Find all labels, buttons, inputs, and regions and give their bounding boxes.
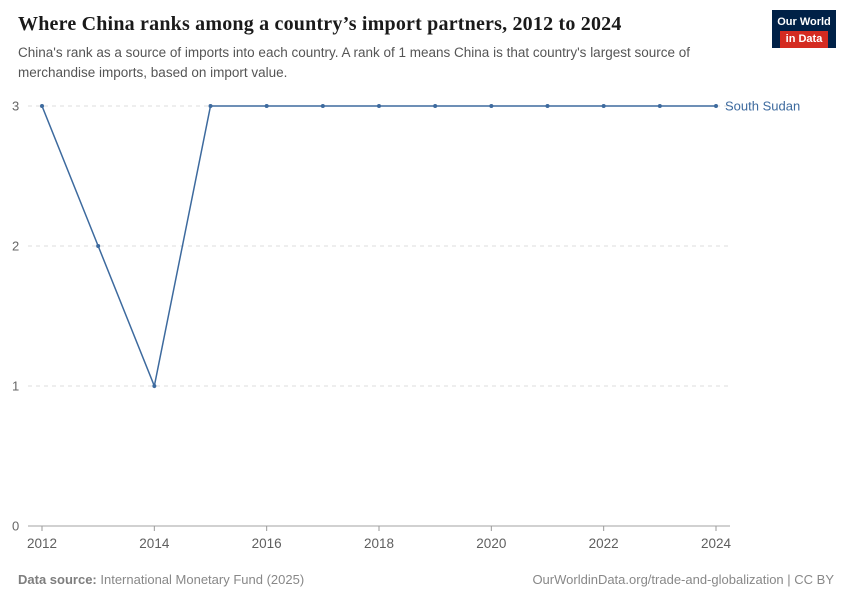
chart-footer: Data source: International Monetary Fund… [18, 572, 834, 587]
line-chart: 0 1 2 3 2012 2014 2016 2018 2020 2022 2024 South Su… [0, 86, 850, 558]
footer-link[interactable]: OurWorldinData.org/trade-and-globalizati… [532, 572, 834, 587]
line-chart-svg: 0 1 2 3 2012 2014 2016 2018 2020 2022 2024 South Su… [12, 99, 800, 552]
data-point[interactable] [96, 244, 101, 249]
data-point[interactable] [40, 104, 44, 109]
owid-logo-line2: in Data [779, 31, 829, 49]
x-tick-label: 2024 [701, 536, 732, 551]
data-point[interactable] [601, 104, 606, 109]
y-tick-label: 2 [12, 239, 19, 254]
data-point[interactable] [657, 104, 662, 109]
owid-logo[interactable]: Our World in Data [772, 10, 836, 49]
data-source-value: International Monetary Fund (2025) [100, 572, 305, 587]
x-tick-label: 2020 [476, 536, 506, 551]
page-title: Where China ranks among a country’s impo… [18, 13, 622, 35]
y-tick-label: 0 [12, 519, 19, 534]
data-source-label: Data source: [18, 572, 97, 587]
x-tick-label: 2016 [252, 536, 282, 551]
x-tick-label: 2018 [364, 536, 394, 551]
data-source: Data source: International Monetary Fund… [18, 572, 304, 587]
data-point[interactable] [377, 104, 381, 109]
data-point[interactable] [208, 104, 213, 109]
x-tick-label: 2014 [139, 536, 170, 551]
y-tick-label: 1 [12, 379, 19, 394]
data-point[interactable] [489, 104, 494, 109]
x-tick-label: 2022 [589, 536, 619, 551]
data-point[interactable] [320, 104, 325, 109]
owid-logo-line1: Our World [777, 16, 831, 28]
data-point[interactable] [545, 104, 550, 109]
data-point[interactable] [433, 104, 438, 109]
x-tick-label: 2012 [27, 536, 57, 551]
data-point[interactable] [264, 104, 269, 109]
data-point[interactable] [152, 384, 157, 389]
chart-subtitle: China's rank as a source of imports into… [18, 45, 690, 80]
y-tick-label: 3 [12, 99, 19, 114]
series-label: South Sudan [725, 99, 800, 114]
data-point[interactable] [714, 104, 718, 109]
